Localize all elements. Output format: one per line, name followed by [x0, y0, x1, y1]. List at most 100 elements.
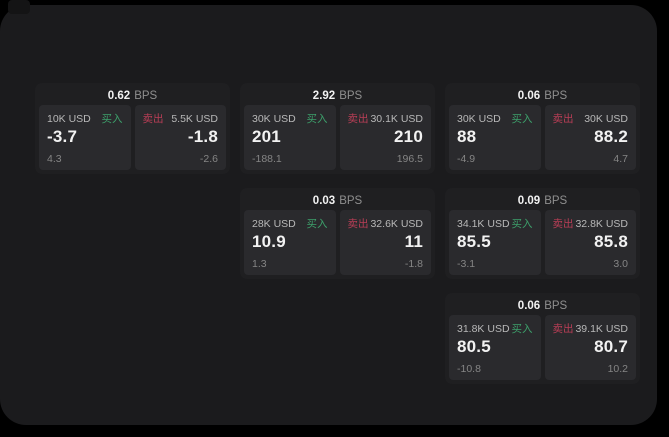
sell-notional-label: 39.1K USD: [575, 323, 628, 335]
card-body: 34.1K USD 买入 85.5 -3.1 卖出 32.8K USD 85.8…: [449, 210, 636, 275]
buy-price: 80.5: [457, 337, 491, 356]
bps-value: 2.92: [312, 90, 336, 102]
sell-side-label: 卖出: [142, 113, 164, 125]
bps-header: 0.06 BPS: [449, 87, 636, 105]
buy-side-label: 买入: [101, 113, 123, 125]
bps-value: 0.62: [107, 90, 131, 102]
buy-tile[interactable]: 28K USD 买入 10.9 1.3: [244, 210, 336, 275]
sell-tile-header: 卖出 30.1K USD: [348, 111, 424, 126]
card-body: 31.8K USD 买入 80.5 -10.8 卖出 39.1K USD 80.…: [449, 315, 636, 380]
buy-tile-header: 10K USD 买入: [47, 111, 123, 126]
card-body: 10K USD 买入 -3.7 4.3 卖出 5.5K USD -1.8 -2.…: [39, 105, 226, 170]
sell-delta: -1.8: [404, 258, 423, 270]
pricing-card: 0.09 BPS 34.1K USD 买入 85.5 -3.1 卖出 32.8K…: [445, 188, 640, 279]
buy-tile[interactable]: 30K USD 买入 88 -4.9: [449, 105, 541, 170]
buy-side-label: 买入: [306, 113, 328, 125]
bps-header: 0.03 BPS: [244, 192, 431, 210]
buy-notional-label: 28K USD: [252, 218, 296, 230]
buy-tile[interactable]: 10K USD 买入 -3.7 4.3: [39, 105, 131, 170]
sell-delta: 4.7: [613, 153, 628, 165]
sell-delta: 10.2: [607, 363, 628, 375]
buy-side-label: 买入: [306, 218, 328, 230]
buy-tile-header: 34.1K USD 买入: [457, 216, 533, 231]
buy-tile[interactable]: 31.8K USD 买入 80.5 -10.8: [449, 315, 541, 380]
sell-tile-header: 卖出 5.5K USD: [143, 111, 219, 126]
sell-notional-label: 5.5K USD: [171, 113, 218, 125]
pricing-grid: 0.62 BPS 10K USD 买入 -3.7 4.3 卖出 5.5K USD: [35, 83, 640, 384]
bps-unit: BPS: [339, 90, 363, 102]
buy-delta: -3.1: [457, 258, 476, 270]
sell-tile-header: 卖出 32.6K USD: [348, 216, 424, 231]
bps-unit: BPS: [544, 90, 568, 102]
bps-unit: BPS: [339, 195, 363, 207]
pricing-card: 0.62 BPS 10K USD 买入 -3.7 4.3 卖出 5.5K USD: [35, 83, 230, 174]
sell-delta: 196.5: [396, 153, 423, 165]
sell-price: -1.8: [187, 127, 218, 146]
buy-notional-label: 10K USD: [47, 113, 91, 125]
sell-tile[interactable]: 卖出 32.8K USD 85.8 3.0: [544, 210, 636, 275]
buy-tile-header: 31.8K USD 买入: [457, 321, 533, 336]
sell-side-label: 卖出: [552, 113, 574, 125]
pricing-card: 0.06 BPS 31.8K USD 买入 80.5 -10.8 卖出 39.1…: [445, 293, 640, 384]
sell-price: 88.2: [594, 127, 628, 146]
sell-price: 210: [394, 127, 423, 146]
buy-tile-header: 30K USD 买入: [457, 111, 533, 126]
buy-tile[interactable]: 30K USD 买入 201 -188.1: [244, 105, 336, 170]
bps-header: 2.92 BPS: [244, 87, 431, 105]
buy-side-label: 买入: [511, 323, 533, 335]
pricing-card: 0.03 BPS 28K USD 买入 10.9 1.3 卖出 32.6K US…: [240, 188, 435, 279]
sell-side-label: 卖出: [552, 323, 574, 335]
buy-tile[interactable]: 34.1K USD 买入 85.5 -3.1: [449, 210, 541, 275]
sell-delta: -2.6: [199, 153, 218, 165]
card-body: 30K USD 买入 88 -4.9 卖出 30K USD 88.2 4.7: [449, 105, 636, 170]
sell-tile[interactable]: 卖出 30K USD 88.2 4.7: [544, 105, 636, 170]
buy-notional-label: 31.8K USD: [457, 323, 510, 335]
sell-side-label: 卖出: [347, 218, 369, 230]
sell-tile-header: 卖出 30K USD: [553, 111, 629, 126]
bps-header: 0.06 BPS: [449, 297, 636, 315]
sell-notional-label: 30K USD: [584, 113, 628, 125]
sell-delta: 3.0: [613, 258, 628, 270]
sell-price: 80.7: [594, 337, 628, 356]
sell-tile-header: 卖出 32.8K USD: [553, 216, 629, 231]
pricing-card: 0.06 BPS 30K USD 买入 88 -4.9 卖出 30K USD: [445, 83, 640, 174]
buy-price: 88: [457, 127, 477, 146]
card-body: 30K USD 买入 201 -188.1 卖出 30.1K USD 210 1…: [244, 105, 431, 170]
sell-side-label: 卖出: [347, 113, 369, 125]
pricing-card: 2.92 BPS 30K USD 买入 201 -188.1 卖出 30.1K …: [240, 83, 435, 174]
bps-value: 0.06: [517, 90, 541, 102]
sell-price: 85.8: [594, 232, 628, 251]
bps-value: 0.03: [312, 195, 336, 207]
buy-notional-label: 34.1K USD: [457, 218, 510, 230]
app-panel: 0.62 BPS 10K USD 买入 -3.7 4.3 卖出 5.5K USD: [0, 0, 657, 425]
buy-price: 201: [252, 127, 281, 146]
buy-delta: -10.8: [457, 363, 481, 375]
bps-unit: BPS: [544, 300, 568, 312]
buy-tile-header: 30K USD 买入: [252, 111, 328, 126]
buy-price: -3.7: [47, 127, 78, 146]
sell-side-label: 卖出: [552, 218, 574, 230]
bps-unit: BPS: [544, 195, 568, 207]
sell-tile[interactable]: 卖出 5.5K USD -1.8 -2.6: [134, 105, 226, 170]
corner-notch: [8, 0, 30, 14]
bps-unit: BPS: [134, 90, 158, 102]
buy-price: 10.9: [252, 232, 286, 251]
bps-header: 0.09 BPS: [449, 192, 636, 210]
sell-tile[interactable]: 卖出 39.1K USD 80.7 10.2: [544, 315, 636, 380]
sell-notional-label: 32.8K USD: [575, 218, 628, 230]
sell-price: 11: [404, 232, 423, 251]
buy-notional-label: 30K USD: [252, 113, 296, 125]
sell-tile-header: 卖出 39.1K USD: [553, 321, 629, 336]
buy-delta: -4.9: [457, 153, 476, 165]
sell-tile[interactable]: 卖出 32.6K USD 11 -1.8: [339, 210, 431, 275]
card-body: 28K USD 买入 10.9 1.3 卖出 32.6K USD 11 -1.8: [244, 210, 431, 275]
buy-tile-header: 28K USD 买入: [252, 216, 328, 231]
buy-delta: 4.3: [47, 153, 62, 165]
buy-notional-label: 30K USD: [457, 113, 501, 125]
bps-value: 0.09: [517, 195, 541, 207]
buy-delta: -188.1: [252, 153, 282, 165]
buy-delta: 1.3: [252, 258, 267, 270]
sell-notional-label: 30.1K USD: [370, 113, 423, 125]
sell-tile[interactable]: 卖出 30.1K USD 210 196.5: [339, 105, 431, 170]
buy-side-label: 买入: [511, 218, 533, 230]
